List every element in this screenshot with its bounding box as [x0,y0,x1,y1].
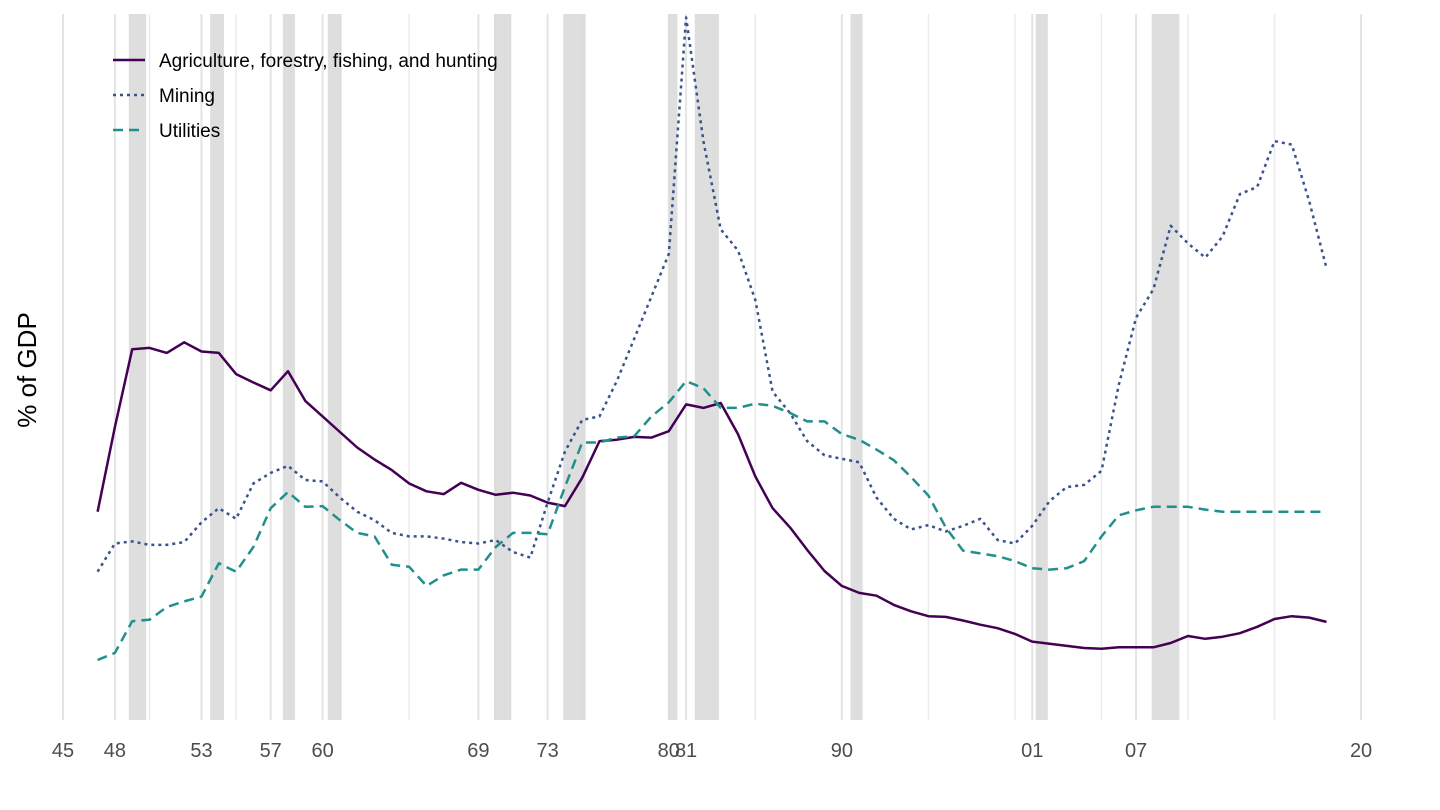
legend-label: Utilities [159,121,220,142]
series-line-mining [96,16,1328,573]
recession-band [694,14,719,720]
recession-band [1035,14,1048,720]
x-tick-label: 48 [104,740,126,762]
series-line-agriculture [96,341,1327,650]
recession-band [563,14,586,720]
x-tick-label: 07 [1125,740,1147,762]
series-lines [96,16,1328,662]
x-tick-label: 45 [52,740,74,762]
x-tick-label: 90 [831,740,853,762]
x-tick-label: 57 [260,740,282,762]
recession-band [668,14,678,720]
recession-bands [128,14,1180,720]
legend-label: Agriculture, forestry, fishing, and hunt… [159,51,498,72]
y-axis-label: % of GDP [12,312,42,428]
x-tick-label: 20 [1350,740,1372,762]
recession-band [493,14,512,720]
series-line-utilities [97,379,1327,662]
grid [62,14,1363,720]
x-tick-label: 53 [190,740,212,762]
recession-band [128,14,147,720]
x-tick-label: 69 [467,740,489,762]
x-tick-label: 01 [1021,740,1043,762]
x-tick-label: 73 [536,740,558,762]
recession-band [210,14,224,720]
x-tick-label: 81 [675,740,697,762]
recession-band [282,14,295,720]
x-tick-label: 80 [658,740,680,762]
x-tick-label: 60 [311,740,333,762]
recession-band [1151,14,1180,720]
recession-band [327,14,342,720]
legend-label: Mining [159,86,215,107]
recession-band [850,14,863,720]
legend: Agriculture, forestry, fishing, and hunt… [113,51,498,142]
